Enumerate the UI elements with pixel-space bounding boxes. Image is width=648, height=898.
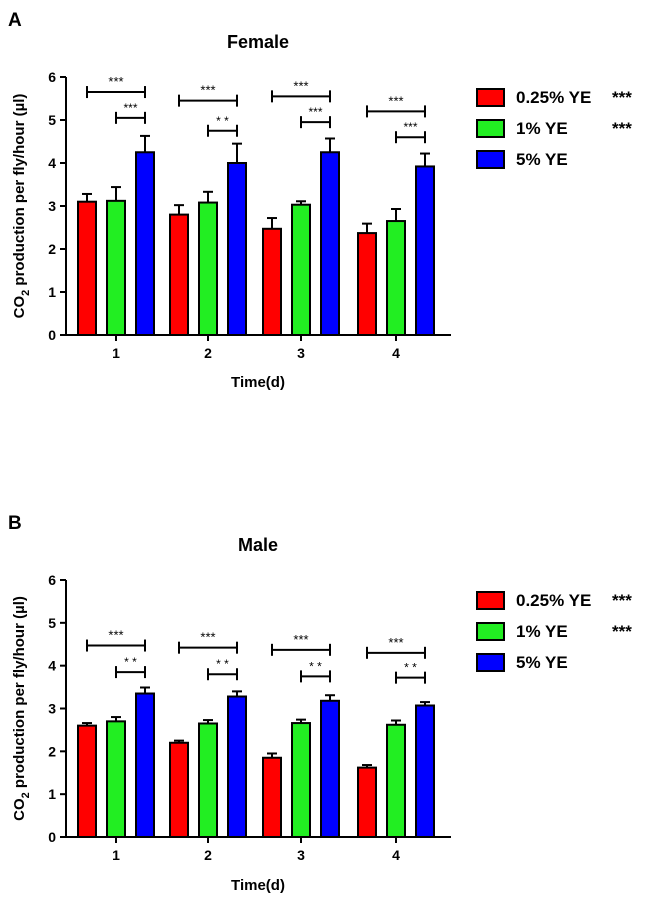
chart-title: Male xyxy=(238,535,278,555)
y-tick-label: 2 xyxy=(48,743,56,759)
x-tick-label: 1 xyxy=(112,345,120,361)
bar xyxy=(227,162,247,336)
y-axis-label-part: production per fly/hour (µl) xyxy=(11,596,28,792)
y-axis-label-part: CO xyxy=(11,296,28,319)
legend-swatch xyxy=(476,653,505,672)
legend-significance: *** xyxy=(612,119,632,138)
bar xyxy=(357,766,377,838)
sig-label: * * xyxy=(124,655,137,669)
y-tick-label: 3 xyxy=(48,198,56,214)
y-tick-label: 5 xyxy=(48,112,56,128)
sig-label: * * xyxy=(216,114,229,128)
y-tick-label: 4 xyxy=(48,658,56,674)
bar xyxy=(291,722,311,839)
sig-label: * * xyxy=(309,659,322,673)
y-tick-label: 3 xyxy=(48,701,56,717)
y-axis-label-part: production per fly/hour (µl) xyxy=(11,94,28,290)
legend-swatch xyxy=(476,591,505,610)
y-tick-label: 2 xyxy=(48,241,56,257)
chart-title: Female xyxy=(227,32,289,52)
x-tick-label: 4 xyxy=(392,847,400,863)
y-tick-label: 1 xyxy=(48,786,56,802)
panel-label: A xyxy=(8,10,22,31)
legend-swatch xyxy=(476,150,505,169)
sig-label: *** xyxy=(388,93,403,108)
y-axis-label-part: CO xyxy=(11,798,28,821)
x-tick-label: 3 xyxy=(297,345,305,361)
sig-label: * * xyxy=(216,657,229,671)
bar xyxy=(169,741,189,838)
x-tick-label: 4 xyxy=(392,345,400,361)
bar xyxy=(291,203,311,336)
bar xyxy=(227,695,247,838)
y-tick-label: 0 xyxy=(48,327,56,343)
legend-swatch xyxy=(476,622,505,641)
bar xyxy=(262,227,282,336)
sig-label: *** xyxy=(308,105,322,119)
bar xyxy=(415,704,435,838)
bar xyxy=(262,756,282,839)
bar xyxy=(77,724,97,839)
sig-label: *** xyxy=(200,630,215,645)
bar xyxy=(169,213,189,337)
sig-label: *** xyxy=(123,101,137,115)
bar xyxy=(106,199,126,336)
bar xyxy=(198,201,218,336)
legend-significance: *** xyxy=(612,622,632,641)
y-tick-label: 0 xyxy=(48,829,56,845)
bar xyxy=(106,720,126,838)
sig-label: *** xyxy=(293,78,308,93)
sig-label: *** xyxy=(403,120,417,134)
bar xyxy=(135,692,155,839)
sig-label: *** xyxy=(388,635,403,650)
y-axis-label: CO2 production per fly/hour (µl) xyxy=(11,596,32,821)
y-tick-label: 4 xyxy=(48,155,56,171)
y-tick-label: 5 xyxy=(48,615,56,631)
y-axis-label-part: 2 xyxy=(20,792,32,798)
bar xyxy=(320,151,340,336)
y-tick-label: 6 xyxy=(48,69,56,85)
bar xyxy=(198,722,218,838)
x-tick-label: 2 xyxy=(204,847,212,863)
legend-swatch xyxy=(476,119,505,138)
bar xyxy=(77,200,97,336)
y-axis-label: CO2 production per fly/hour (µl) xyxy=(11,94,32,319)
legend-label: 1% YE xyxy=(516,622,568,641)
x-axis-label: Time(d) xyxy=(231,877,285,894)
y-tick-label: 1 xyxy=(48,284,56,300)
legend-label: 0.25% YE xyxy=(516,591,591,610)
legend-label: 5% YE xyxy=(516,150,568,169)
legend-significance: *** xyxy=(612,591,632,610)
bar xyxy=(357,232,377,336)
sig-label: *** xyxy=(108,628,123,643)
legend-label: 1% YE xyxy=(516,119,568,138)
bar xyxy=(320,699,340,838)
legend-significance: *** xyxy=(612,88,632,107)
bar xyxy=(386,220,406,336)
bar xyxy=(415,165,435,336)
y-axis-label-part: 2 xyxy=(20,290,32,296)
legend-label: 0.25% YE xyxy=(516,88,591,107)
sig-label: *** xyxy=(200,83,215,98)
x-axis-label: Time(d) xyxy=(231,374,285,391)
sig-label: *** xyxy=(293,632,308,647)
sig-label: *** xyxy=(108,74,123,89)
bar xyxy=(135,151,155,336)
panel-label: B xyxy=(8,513,22,534)
y-tick-label: 6 xyxy=(48,572,56,588)
x-tick-label: 2 xyxy=(204,345,212,361)
bar xyxy=(386,723,406,839)
x-tick-label: 1 xyxy=(112,847,120,863)
legend-label: 5% YE xyxy=(516,653,568,672)
legend-swatch xyxy=(476,88,505,107)
sig-label: * * xyxy=(404,661,417,675)
x-tick-label: 3 xyxy=(297,847,305,863)
